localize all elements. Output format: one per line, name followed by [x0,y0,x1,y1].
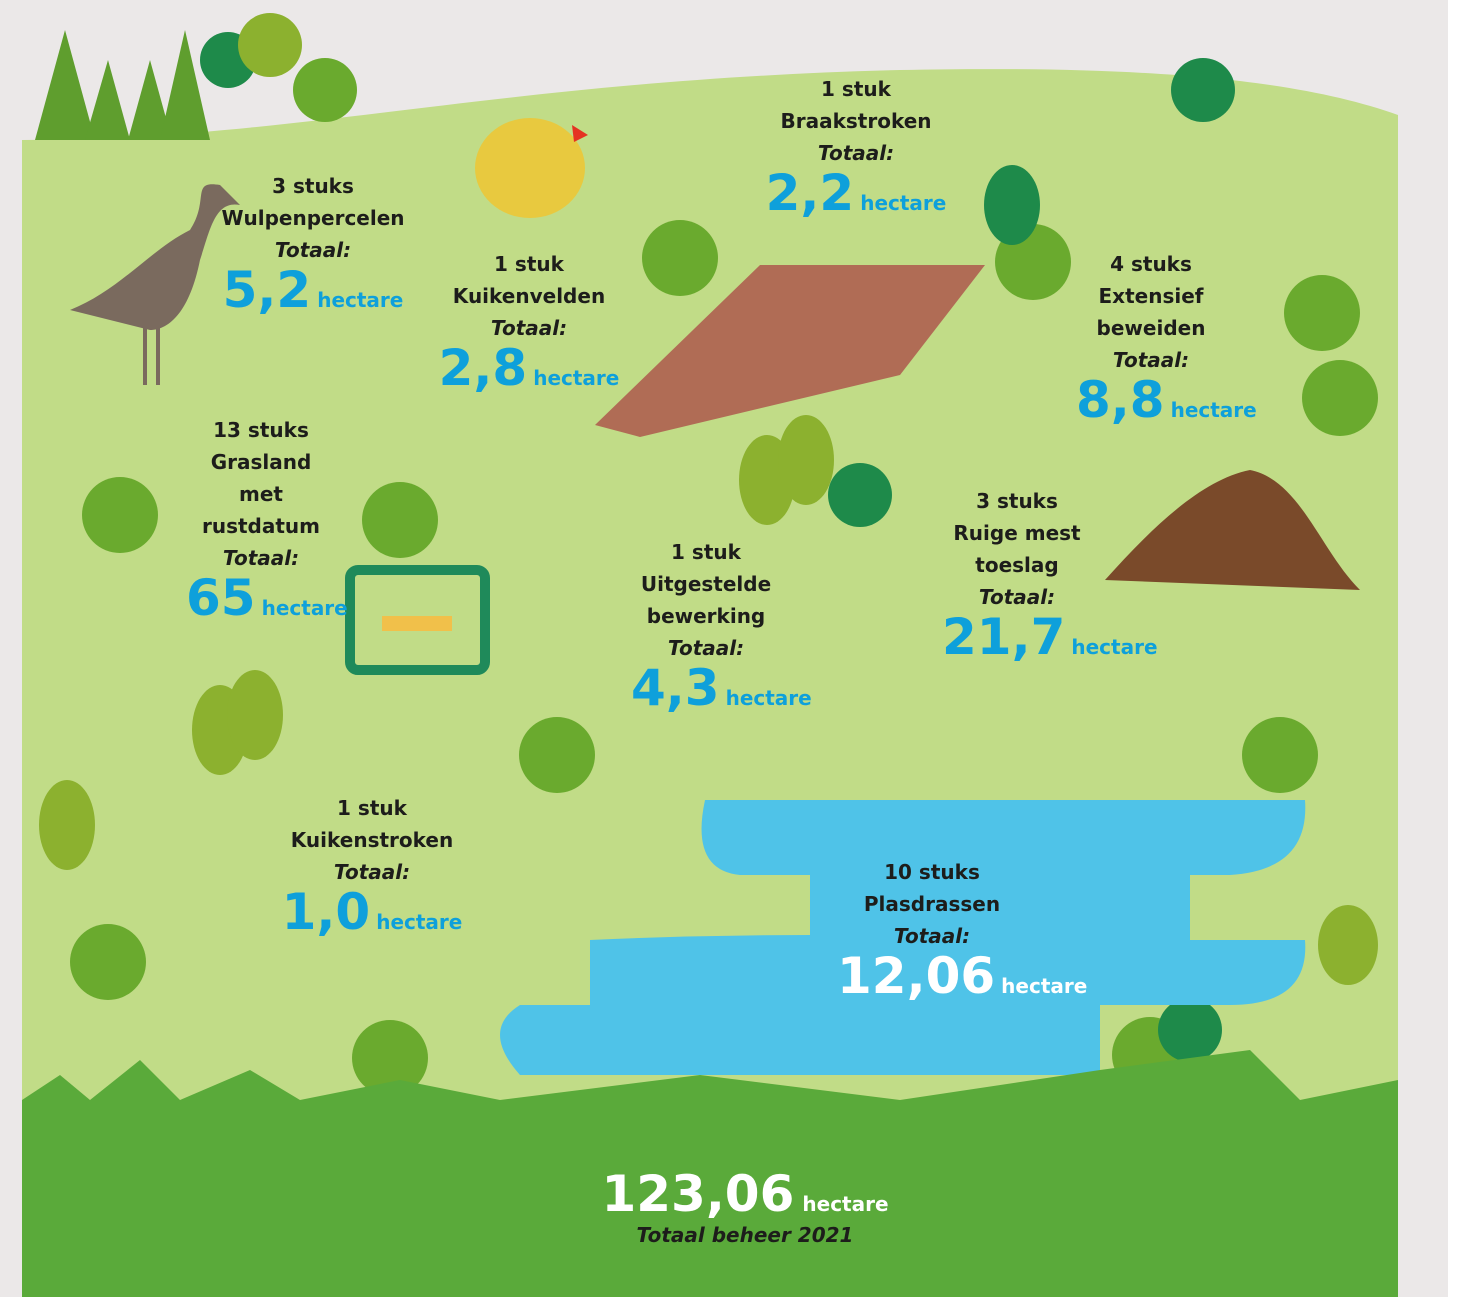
item-value: 4,3 [631,659,720,717]
item-count: 1 stuk [434,248,624,280]
item-value: 65 [186,569,256,627]
item-unit: hectare [1001,974,1087,998]
item-unit: hectare [726,686,812,710]
page: 3 stuksWulpenpercelenTotaal:5,2hectare1 … [0,0,1472,1297]
item-name: Wulpenpercelen [218,202,408,234]
item-count: 4 stuks [1076,248,1226,280]
item-count: 3 stuks [942,485,1092,517]
item-name: Grasland met rustdatum [186,446,336,542]
item-name: Uitgestelde bewerking [631,568,781,632]
item-unit: hectare [317,288,403,312]
item-unit: hectare [1171,398,1257,422]
grand-total: 123,06 hectare Totaal beheer 2021 [601,1165,888,1247]
item-count: 1 stuk [277,792,467,824]
item-name: Plasdrassen [837,888,1027,920]
item-value: 8,8 [1076,371,1165,429]
total-label: Totaal beheer 2021 [601,1223,888,1247]
total-unit: hectare [802,1192,888,1216]
item-name: Ruige mest toeslag [942,517,1092,581]
item-name: Extensief beweiden [1076,280,1226,344]
item-unit: hectare [1071,635,1157,659]
total-value: 123,06 [601,1165,794,1223]
item-count: 1 stuk [761,73,951,105]
item-count: 10 stuks [837,856,1027,888]
item-unit: hectare [262,596,348,620]
item-name: Kuikenstroken [277,824,467,856]
item-unit: hectare [533,366,619,390]
item-value: 12,06 [837,947,995,1005]
item-name: Braakstroken [761,105,951,137]
item-name: Kuikenvelden [434,280,624,312]
item-value: 5,2 [223,261,312,319]
item-value: 1,0 [282,883,371,941]
item-count: 1 stuk [631,536,781,568]
item-count: 13 stuks [186,414,336,446]
item-unit: hectare [376,910,462,934]
item-value: 21,7 [942,608,1065,666]
item-value: 2,8 [439,339,528,397]
item-value: 2,2 [766,164,855,222]
item-unit: hectare [860,191,946,215]
item-count: 3 stuks [218,170,408,202]
